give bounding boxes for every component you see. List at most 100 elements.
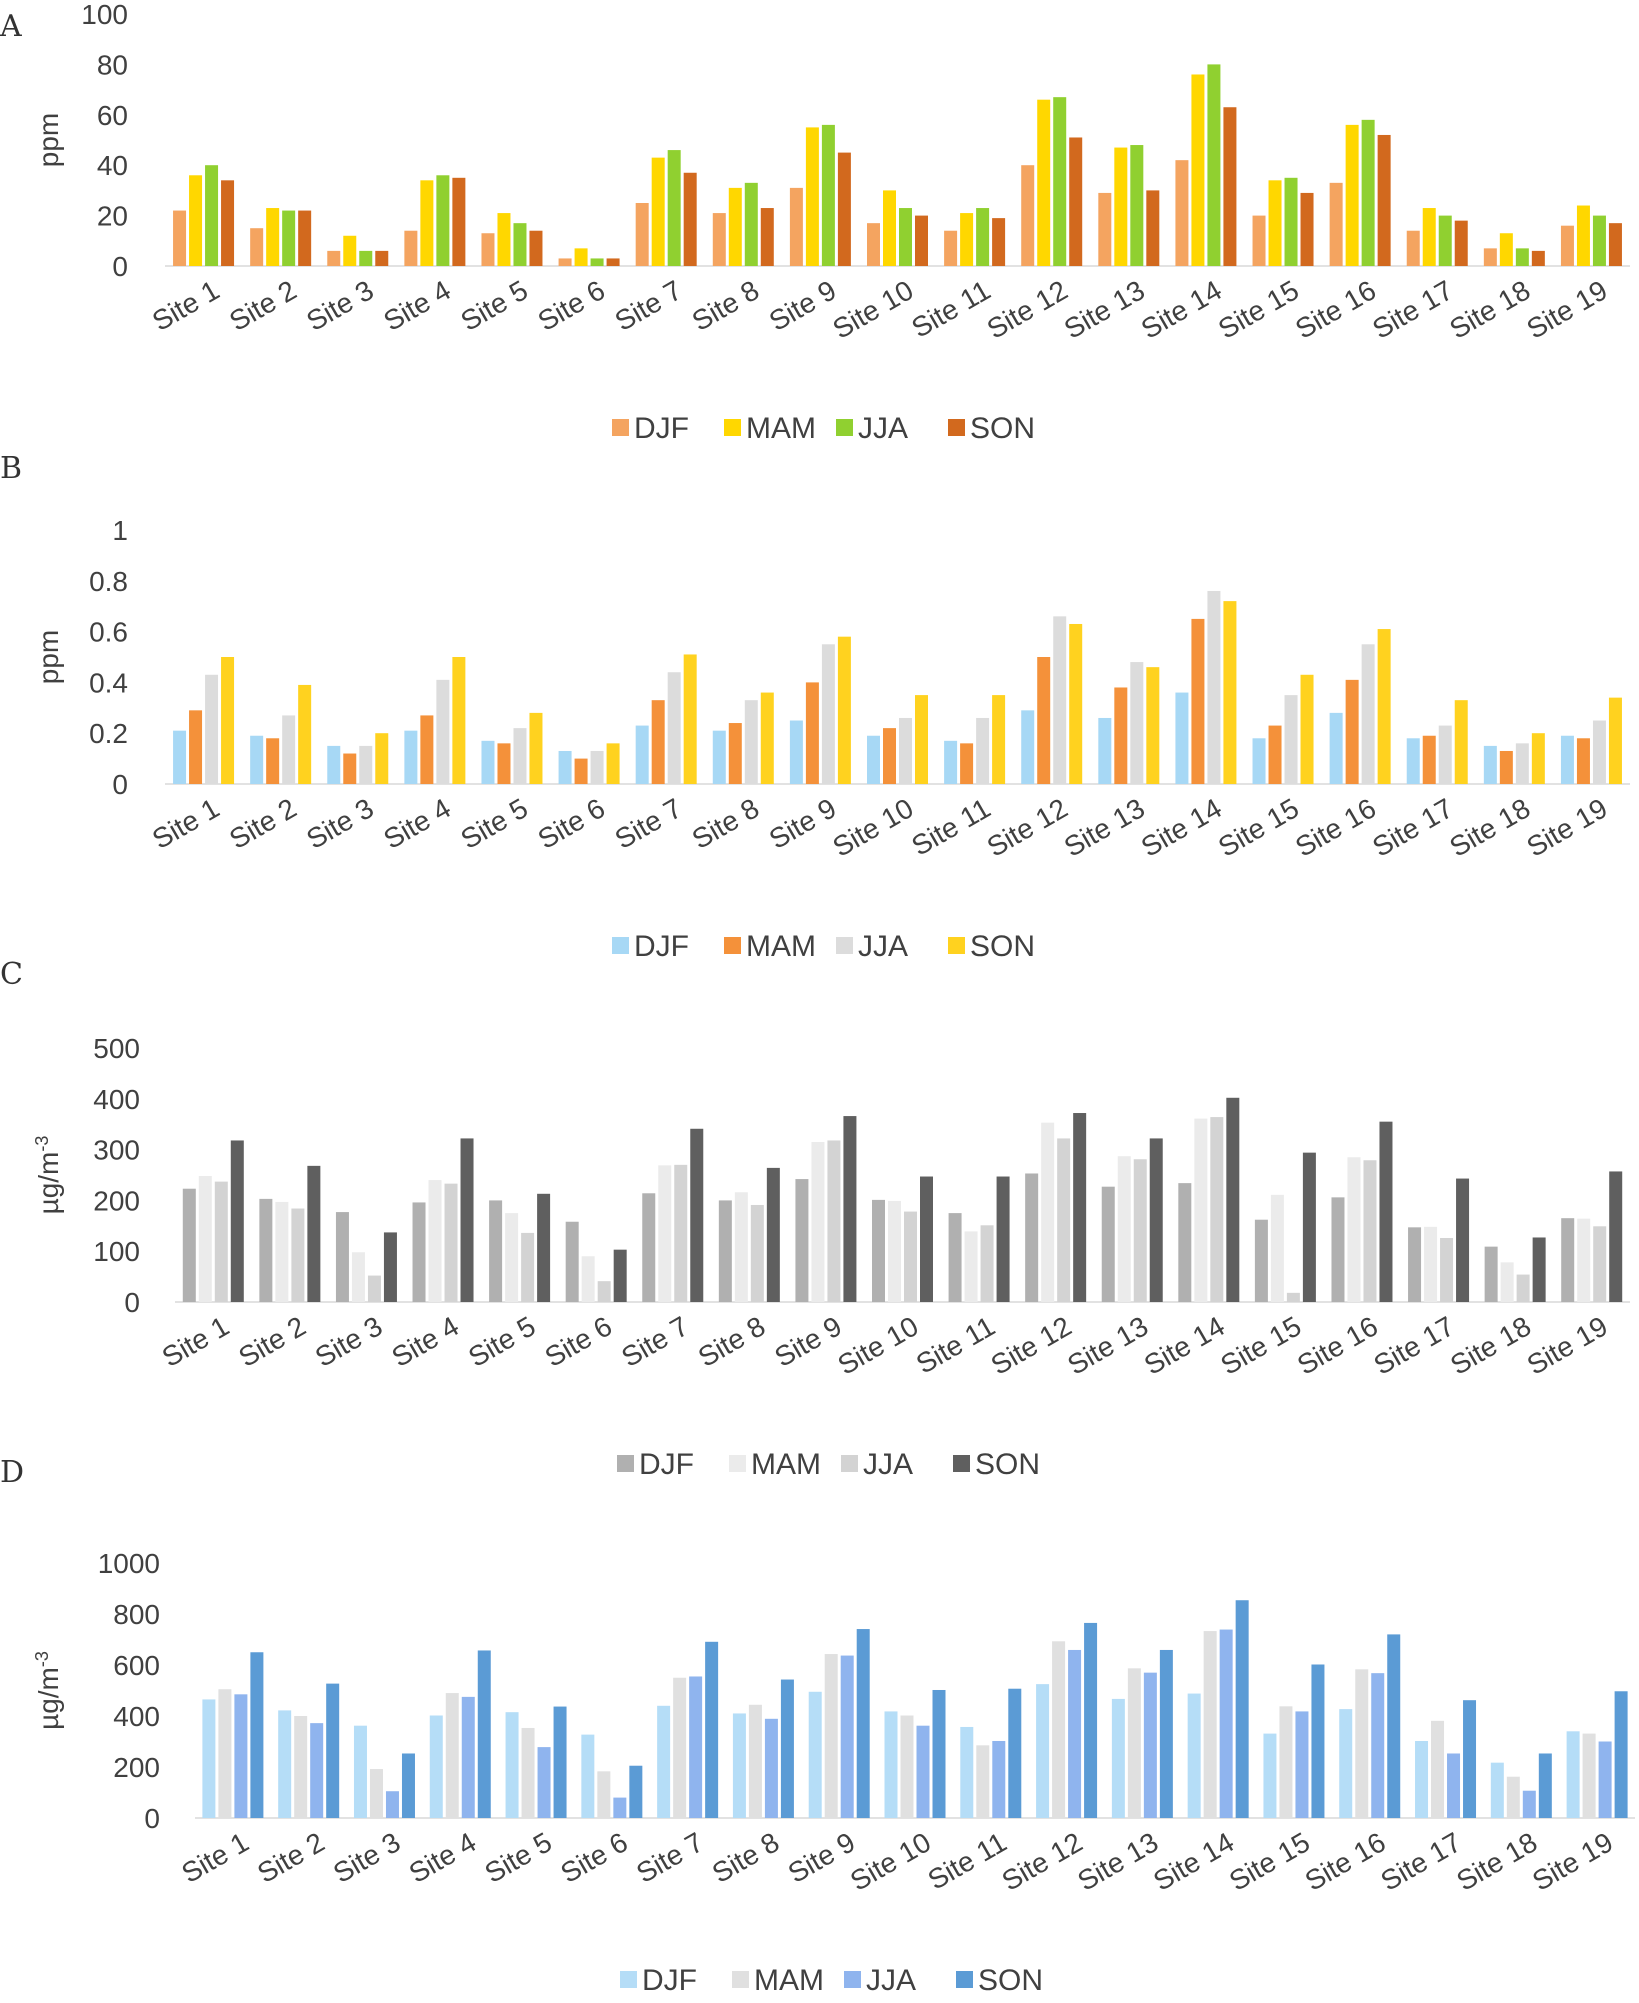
y-tick-label: 0.8 bbox=[89, 566, 128, 597]
bar-mam-site-15 bbox=[1268, 180, 1282, 266]
bar-jja-site-16 bbox=[1361, 119, 1375, 266]
bar-son-site-15 bbox=[1300, 192, 1314, 266]
bar-son-site-19 bbox=[1608, 223, 1622, 266]
legend-label-jja: JJA bbox=[866, 1964, 916, 1997]
bar-son-site-11 bbox=[992, 695, 1006, 784]
x-tick-label: Site 4 bbox=[378, 792, 456, 855]
legend-swatch-djf bbox=[620, 1971, 637, 1988]
bar-jja-site-2 bbox=[282, 715, 296, 784]
bar-djf-site-1 bbox=[182, 1188, 196, 1302]
x-tick-label: Site 1 bbox=[147, 274, 225, 337]
bar-son-site-13 bbox=[1146, 190, 1160, 266]
bar-mam-site-14 bbox=[1203, 1631, 1217, 1818]
bar-son-site-6 bbox=[629, 1765, 643, 1818]
bar-son-site-13 bbox=[1146, 667, 1160, 784]
legend-swatch-djf bbox=[612, 937, 629, 954]
bar-son-site-6 bbox=[613, 1249, 627, 1302]
bar-son-site-2 bbox=[307, 1165, 321, 1302]
bar-jja-site-8 bbox=[764, 1718, 778, 1818]
bar-djf-site-12 bbox=[1025, 1173, 1039, 1302]
x-tick-label: Site 19 bbox=[1527, 1826, 1618, 1896]
bar-mam-site-15 bbox=[1279, 1706, 1293, 1818]
bar-djf-site-10 bbox=[867, 735, 880, 784]
bar-jja-site-10 bbox=[904, 1211, 917, 1302]
bar-jja-site-17 bbox=[1438, 215, 1452, 266]
legend-label-djf: DJF bbox=[634, 930, 689, 963]
legend: DJF MAM JJA SON bbox=[620, 1964, 1043, 1997]
x-tick-label: Site 2 bbox=[252, 1826, 330, 1889]
bar-djf-site-13 bbox=[1098, 192, 1112, 266]
y-tick-label: 60 bbox=[97, 100, 128, 131]
y-tick-label: 800 bbox=[113, 1599, 160, 1630]
bar-djf-site-17 bbox=[1415, 1740, 1429, 1818]
bar-djf-site-8 bbox=[712, 730, 726, 784]
bar-mam-site-12 bbox=[1041, 1122, 1055, 1302]
legend-swatch-mam bbox=[729, 1455, 746, 1472]
bar-son-site-3 bbox=[401, 1753, 415, 1818]
x-tick-label: Site 15 bbox=[1215, 1310, 1306, 1380]
legend-label-djf: DJF bbox=[634, 412, 689, 445]
bar-djf-site-6 bbox=[581, 1734, 595, 1818]
bar-mam-site-16 bbox=[1355, 1669, 1369, 1818]
bar-jja-site-9 bbox=[827, 1140, 841, 1302]
bar-mam-site-17 bbox=[1422, 735, 1436, 784]
x-tick-label: Site 15 bbox=[1213, 792, 1304, 862]
bar-mam-site-19 bbox=[1576, 205, 1590, 266]
x-tick-label: Site 1 bbox=[157, 1310, 235, 1373]
y-tick-label: 500 bbox=[93, 1033, 140, 1064]
bar-djf-site-10 bbox=[872, 1199, 885, 1302]
bar-jja-site-16 bbox=[1361, 644, 1375, 784]
bar-djf-site-2 bbox=[250, 228, 264, 266]
legend-label-djf: DJF bbox=[642, 1964, 697, 1997]
x-tick-label: Site 2 bbox=[233, 1310, 311, 1373]
bar-son-site-11 bbox=[996, 1176, 1010, 1302]
bar-son-site-12 bbox=[1069, 623, 1083, 784]
bar-jja-site-11 bbox=[980, 1225, 994, 1302]
bar-son-site-3 bbox=[383, 1232, 397, 1302]
bar-son-site-16 bbox=[1377, 134, 1391, 266]
bar-son-site-14 bbox=[1226, 1097, 1240, 1302]
bar-jja-site-3 bbox=[385, 1791, 399, 1818]
bar-son-site-4 bbox=[452, 657, 466, 784]
bar-jja-site-16 bbox=[1363, 1160, 1377, 1302]
bar-jja-site-6 bbox=[590, 258, 604, 266]
bar-djf-site-19 bbox=[1561, 1218, 1575, 1302]
x-tick-label: Site 10 bbox=[828, 274, 919, 344]
bar-mam-site-13 bbox=[1114, 687, 1128, 784]
legend-label-jja: JJA bbox=[858, 412, 908, 445]
bar-son-site-3 bbox=[375, 250, 389, 266]
bar-jja-site-13 bbox=[1133, 1159, 1147, 1302]
y-tick-label: 400 bbox=[113, 1701, 160, 1732]
bar-djf-site-16 bbox=[1331, 1197, 1345, 1302]
y-tick-label: 40 bbox=[97, 150, 128, 181]
bar-mam-site-5 bbox=[497, 743, 511, 784]
bar-jja-site-2 bbox=[310, 1723, 324, 1818]
bar-son-site-1 bbox=[250, 1652, 264, 1818]
x-tick-label: Site 1 bbox=[176, 1826, 254, 1889]
bar-jja-site-4 bbox=[461, 1696, 475, 1818]
bar-mam-site-2 bbox=[266, 738, 280, 784]
bar-son-site-6 bbox=[606, 258, 620, 266]
x-tick-label: Site 8 bbox=[693, 1310, 771, 1373]
bar-jja-site-1 bbox=[214, 1181, 228, 1302]
bar-mam-site-10 bbox=[900, 1715, 914, 1818]
bar-djf-site-16 bbox=[1339, 1709, 1353, 1818]
bar-djf-site-19 bbox=[1566, 1731, 1580, 1818]
legend-label-mam: MAM bbox=[746, 412, 816, 445]
x-tick-label: Site 6 bbox=[533, 792, 611, 855]
bar-djf-site-7 bbox=[657, 1705, 671, 1818]
y-tick-label: 100 bbox=[93, 1236, 140, 1267]
bar-son-site-12 bbox=[1073, 1113, 1087, 1302]
bar-mam-site-14 bbox=[1191, 74, 1205, 266]
bar-mam-site-5 bbox=[521, 1727, 535, 1818]
bar-djf-site-17 bbox=[1408, 1227, 1422, 1302]
bar-son-site-2 bbox=[298, 210, 312, 266]
bar-mam-site-4 bbox=[420, 715, 434, 784]
legend-label-djf: DJF bbox=[639, 1448, 694, 1481]
bar-mam-site-6 bbox=[597, 1771, 611, 1818]
bar-djf-site-14 bbox=[1178, 1183, 1192, 1302]
legend-swatch-jja bbox=[841, 1455, 858, 1472]
bar-mam-site-15 bbox=[1268, 725, 1282, 784]
bar-jja-site-19 bbox=[1592, 215, 1606, 266]
x-tick-label: Site 10 bbox=[828, 792, 919, 862]
